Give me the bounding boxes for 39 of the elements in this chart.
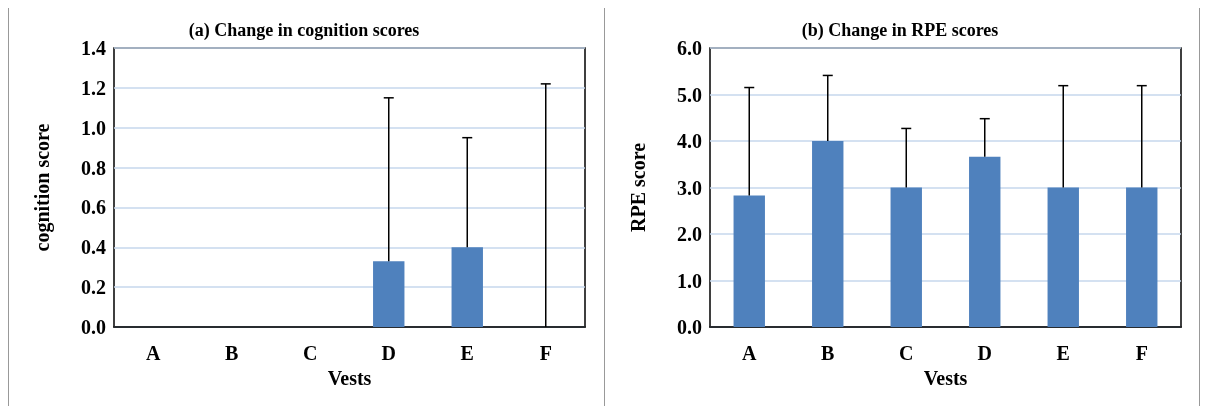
- chart-title: (a) Change in cognition scores: [188, 20, 420, 41]
- y-axis-title: RPE score: [627, 142, 649, 233]
- x-tick-label: E: [460, 342, 474, 364]
- x-tick-label: A: [146, 342, 162, 364]
- x-tick-label: E: [1056, 342, 1070, 364]
- x-tick-label: B: [225, 342, 239, 364]
- x-tick-label: D: [381, 342, 396, 364]
- bar: [1126, 187, 1158, 327]
- x-tick-label: A: [742, 342, 758, 364]
- chart-title: (b) Change in RPE scores: [801, 20, 999, 41]
- x-tick-label: B: [821, 342, 835, 364]
- x-tick-label: C: [303, 342, 318, 364]
- x-tick-label: F: [539, 342, 552, 364]
- x-tick-label: D: [977, 342, 992, 364]
- x-tick-label: F: [1135, 342, 1148, 364]
- x-axis-title: Vests: [327, 366, 372, 389]
- x-tick-label: C: [899, 342, 914, 364]
- y-tick-label: 0.0: [677, 316, 702, 338]
- y-tick-label: 1.0: [81, 116, 106, 139]
- y-tick-label: 2.0: [677, 223, 702, 245]
- x-axis-title: Vests: [923, 366, 968, 389]
- y-tick-label: 0.6: [81, 196, 106, 219]
- y-tick-label: 0.2: [81, 276, 106, 299]
- bar: [733, 195, 765, 327]
- y-tick-label: 5.0: [677, 83, 702, 106]
- y-tick-label: 0.4: [81, 236, 106, 259]
- y-tick-label: 1.2: [81, 76, 106, 99]
- y-tick-label: 1.4: [81, 37, 106, 59]
- y-tick-label: 4.0: [677, 130, 702, 152]
- y-tick-label: 0.0: [81, 316, 106, 338]
- y-tick-label: 6.0: [677, 37, 702, 59]
- bar: [1047, 187, 1079, 327]
- bar: [812, 141, 844, 327]
- bar: [969, 156, 1001, 327]
- y-tick-label: 3.0: [677, 176, 702, 199]
- y-tick-label: 0.8: [81, 156, 106, 179]
- y-axis-title: cognition score: [31, 123, 54, 252]
- bar: [890, 187, 922, 327]
- y-tick-label: 1.0: [677, 269, 702, 292]
